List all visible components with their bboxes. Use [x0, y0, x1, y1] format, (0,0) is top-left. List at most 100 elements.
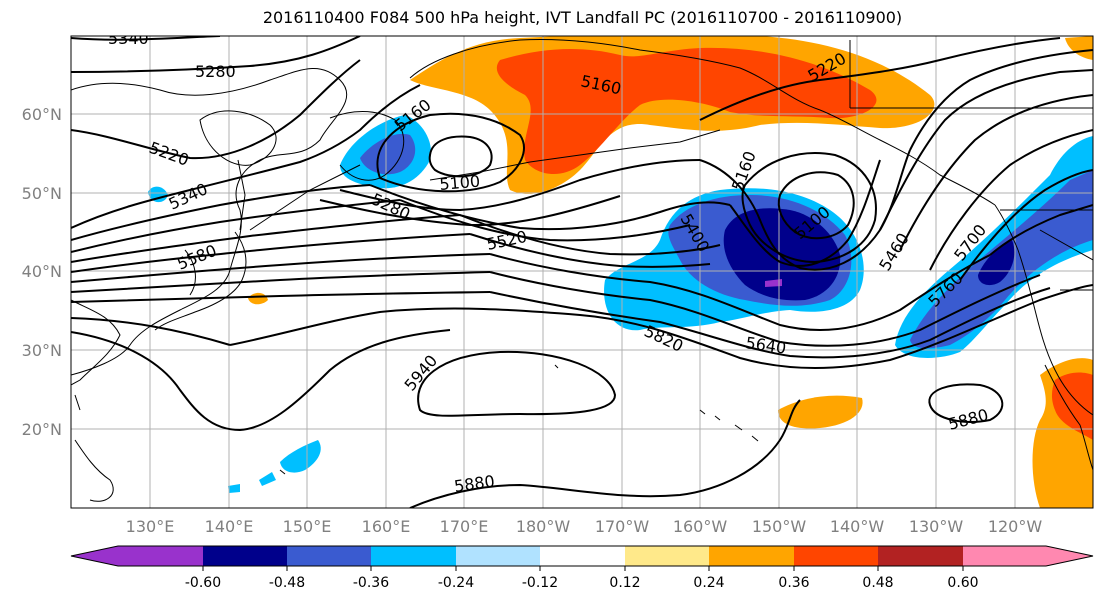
coast-alaska — [409, 38, 996, 206]
contour-5340-top — [71, 36, 221, 41]
contour-5700-w — [71, 271, 491, 293]
colorbar-labels: -0.60 -0.48 -0.36 -0.24 -0.12 0.12 0.24 … — [185, 575, 979, 591]
contour-5760-w — [71, 291, 491, 303]
latitude-labels: 60°N 50°N 40°N 30°N 20°N — [22, 105, 62, 439]
lon-label: 120°W — [988, 517, 1043, 536]
colorbar-outline — [70, 545, 1094, 567]
colorbar-segment — [456, 546, 540, 566]
map-area: 5340 5280 5220 5340 5580 5160 5100 5280 … — [71, 29, 1093, 508]
contour-5160-low — [376, 112, 525, 193]
shade-positive-orange-ne-corner — [1065, 36, 1093, 60]
lat-label: 20°N — [22, 420, 62, 439]
colorbar-ticks — [202, 566, 964, 571]
contour-ridge-1 — [909, 49, 1093, 151]
contour-5460-mid — [399, 199, 691, 242]
lat-label: 40°N — [22, 262, 62, 281]
contour-5640-w — [71, 253, 491, 283]
contour-ridge-3 — [899, 94, 1093, 251]
colorbar-tick-label: 0.36 — [778, 575, 809, 591]
contour-trough-1 — [489, 253, 991, 331]
colorbar-segment — [794, 546, 878, 566]
shade-negative-purple-central — [765, 279, 782, 287]
contour-label: 5280 — [195, 62, 236, 81]
contour-5940 — [417, 350, 617, 417]
coastlines — [71, 38, 1093, 502]
lon-label: 180°W — [516, 517, 571, 536]
contour-5220-alaska — [699, 37, 1061, 121]
contour-5760-east — [989, 204, 1093, 256]
shade-positive-orange-small — [248, 292, 268, 305]
contour-trough-2 — [489, 271, 1041, 347]
colorbar-tick-label: -0.12 — [522, 575, 558, 591]
shade-negative-cyan-japan-sea — [148, 186, 168, 203]
colorbar-tick-label: -0.36 — [353, 575, 389, 591]
coast-taiwan — [74, 394, 81, 411]
coast-baja — [1044, 364, 1093, 471]
shade-negative-cyan-islands — [280, 440, 321, 473]
lon-label: 160°E — [362, 517, 411, 536]
colorbar-tick-label: -0.60 — [185, 575, 221, 591]
contour-5580-mid — [469, 233, 711, 268]
lat-label: 30°N — [22, 341, 62, 360]
colorbar-segment — [1046, 546, 1093, 566]
figure-title: 2016110400 F084 500 hPa height, IVT Land… — [262, 8, 903, 27]
contour-label: 5100 — [439, 172, 481, 194]
colorbar-tick-label: 0.60 — [947, 575, 978, 591]
lat-label: 60°N — [22, 105, 62, 124]
longitude-labels: 130°E 140°E 150°E 160°E 170°E 180°W 170°… — [126, 517, 1043, 536]
colorbar-segment — [118, 546, 203, 566]
coast-na-west — [994, 204, 1093, 416]
lon-label: 160°W — [673, 517, 728, 536]
contour-ridge-5 — [959, 169, 1093, 281]
contour-ridge-4 — [929, 129, 1093, 271]
coast-okhotsk — [199, 110, 277, 166]
colorbar-segment — [203, 546, 287, 566]
colorbar-tick-label: 0.12 — [609, 575, 640, 591]
contour-5520-w — [71, 214, 461, 263]
lon-label: 140°E — [205, 517, 254, 536]
colorbar-tick-label: 0.24 — [693, 575, 724, 591]
contour-5100-cutoff — [777, 171, 855, 240]
coast-islands-pacific — [279, 364, 559, 475]
colorbar-segment — [625, 546, 709, 566]
contour-5400-w — [71, 184, 371, 241]
colorbar: -0.60 -0.48 -0.36 -0.24 -0.12 0.12 0.24 … — [70, 545, 1094, 591]
height-contours — [71, 36, 1093, 508]
contour-5100-low — [428, 135, 493, 178]
contour-label: 5340 — [108, 29, 149, 48]
colorbar-tick-label: -0.24 — [438, 575, 474, 591]
colorbar-tick-label: -0.48 — [269, 575, 305, 591]
shade-negative-cyan-small — [228, 484, 240, 493]
contour-label: 5220 — [147, 138, 192, 170]
contour-5400-mid — [369, 184, 731, 231]
contour-5340-w — [71, 84, 421, 229]
map-frame — [70, 35, 1094, 509]
border-canada-us — [849, 40, 1093, 291]
colorbar-tick-label: 0.48 — [862, 575, 893, 591]
contour-label: 5640 — [744, 333, 787, 357]
contour-5880-se — [928, 383, 1004, 423]
contour-label: 5280 — [368, 189, 413, 223]
contour-5820-w — [71, 317, 231, 346]
contour-5820 — [229, 284, 1093, 369]
shade-positive-red-coast — [1051, 372, 1093, 440]
contour-label: 5460 — [875, 230, 913, 275]
lon-label: 150°E — [283, 517, 332, 536]
coast-japan — [154, 231, 247, 331]
lon-label: 130°W — [909, 517, 964, 536]
shade-negative-navy-east — [978, 240, 1015, 286]
contour-5520-mid — [459, 214, 721, 256]
contour-trough-3 — [489, 287, 1051, 359]
coast-hawaii — [699, 409, 759, 442]
contour-5580 — [71, 233, 471, 273]
lon-label: 170°W — [595, 517, 650, 536]
coast-china — [71, 299, 121, 386]
contour-label: 5880 — [453, 471, 496, 495]
lon-label: 150°W — [752, 517, 807, 536]
colorbar-segment — [371, 546, 456, 566]
coast-philippines — [74, 439, 114, 502]
shade-negative-blue-kamchatka — [360, 133, 416, 175]
contour-5220 — [71, 59, 361, 160]
contour-label: 5880 — [946, 405, 990, 434]
